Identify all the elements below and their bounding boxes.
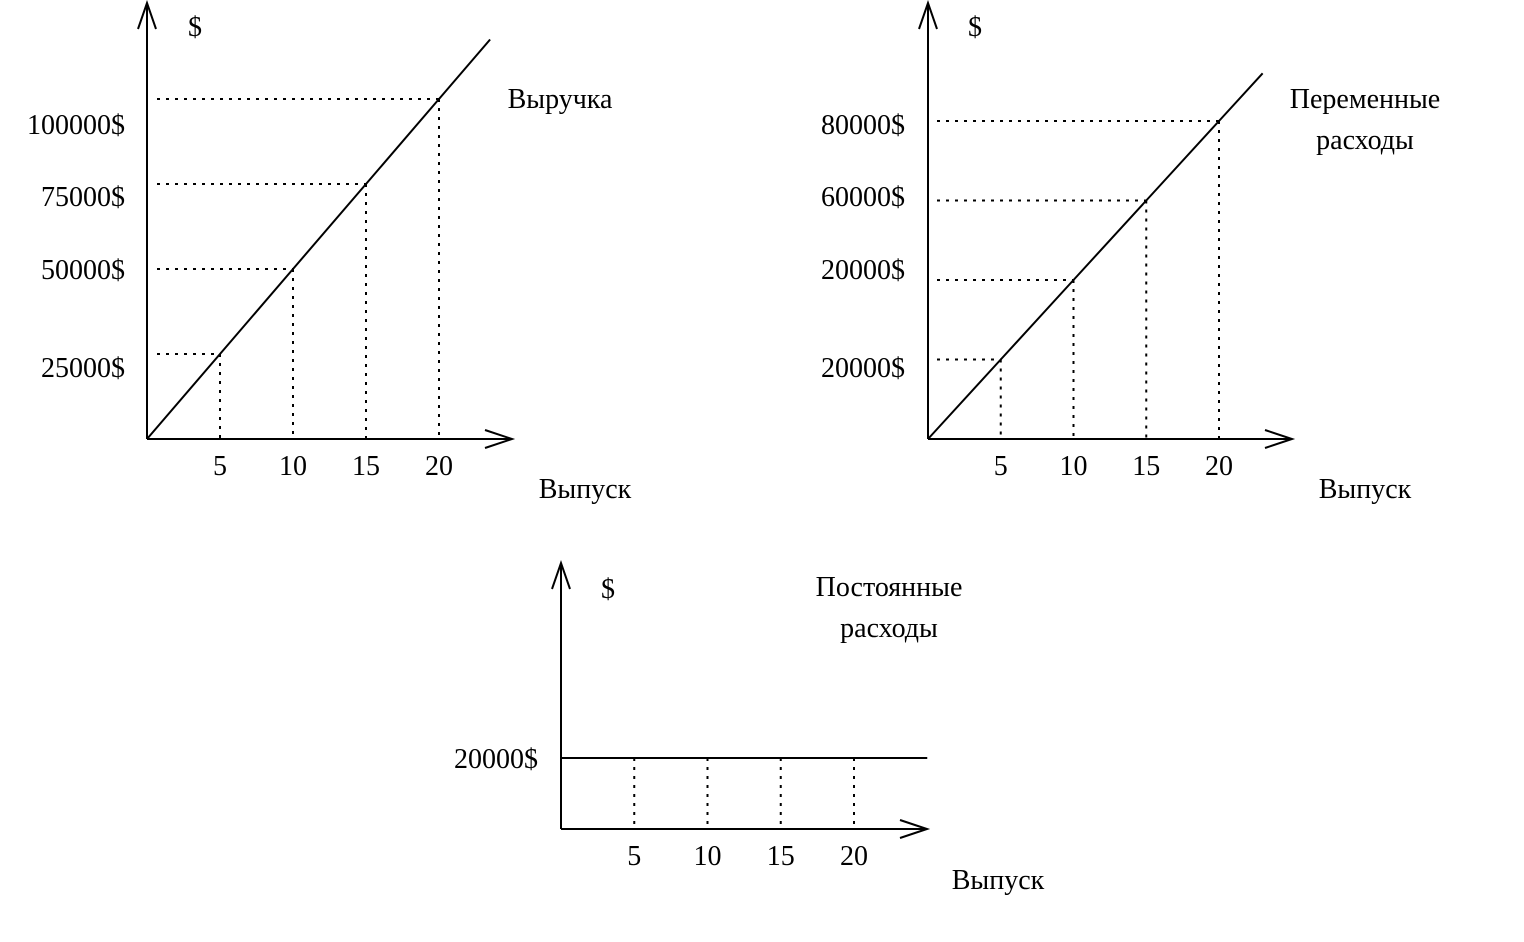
x-tick-label: 20	[425, 451, 453, 482]
fixed-costs-chart: 5 10 15 20 20000$ $ Выпуск Постоянные расходы	[454, 559, 1045, 896]
x-tick-label: 5	[994, 451, 1008, 482]
y-tick-label: 20000$	[821, 255, 905, 286]
x-tick-label: 10	[279, 451, 307, 482]
x-tick-label: 15	[352, 451, 380, 482]
y-tick-label: 20000$	[821, 353, 905, 384]
x-tick-label: 5	[627, 841, 641, 872]
y-tick-label: 60000$	[821, 182, 905, 213]
x-tick-label: 5	[213, 451, 227, 482]
x-axis-arrow	[1264, 429, 1296, 449]
x-tick-label: 10	[1060, 451, 1088, 482]
x-tick-label: 15	[767, 841, 795, 872]
y-tick-label: 75000$	[41, 182, 125, 213]
variable-costs-chart: 5 10 15 20 20000$ 20000$ 60000$ 80000$ $ Выпуск Пе…	[821, 0, 1440, 505]
y-tick-label: 20000$	[454, 744, 538, 775]
x-axis-arrow	[484, 429, 516, 449]
y-tick-label: 50000$	[41, 255, 125, 286]
x-tick-label: 20	[1205, 451, 1233, 482]
x-tick-label: 10	[694, 841, 722, 872]
x-axis-label: Выпуск	[1319, 474, 1412, 505]
chart-title-line: Постоянные	[816, 572, 963, 603]
x-axis-arrow	[899, 819, 931, 839]
y-axis-arrow	[551, 559, 571, 590]
chart-title-line: расходы	[1316, 125, 1414, 156]
chart-title-line: расходы	[840, 613, 938, 644]
y-axis-label: $	[968, 12, 982, 43]
y-axis-arrow	[137, 0, 157, 30]
x-tick-label: 20	[840, 841, 868, 872]
chart-title-line: Переменные	[1290, 84, 1440, 115]
y-axis-label: $	[601, 574, 615, 605]
y-axis-label: $	[188, 12, 202, 43]
series-line	[146, 38, 491, 440]
y-tick-label: 80000$	[821, 110, 905, 141]
x-axis-label: Выпуск	[952, 865, 1045, 896]
x-tick-label: 15	[1132, 451, 1160, 482]
y-tick-label: 25000$	[41, 353, 125, 384]
y-axis-arrow	[918, 0, 938, 30]
revenue-chart: 5 10 15 20 25000$ 50000$ 75000$ 100000$ $ Выпуск В…	[27, 0, 632, 505]
x-axis-label: Выпуск	[539, 474, 632, 505]
y-tick-label: 100000$	[27, 110, 125, 141]
chart-title: Выручка	[508, 84, 613, 115]
series-line	[927, 72, 1264, 440]
